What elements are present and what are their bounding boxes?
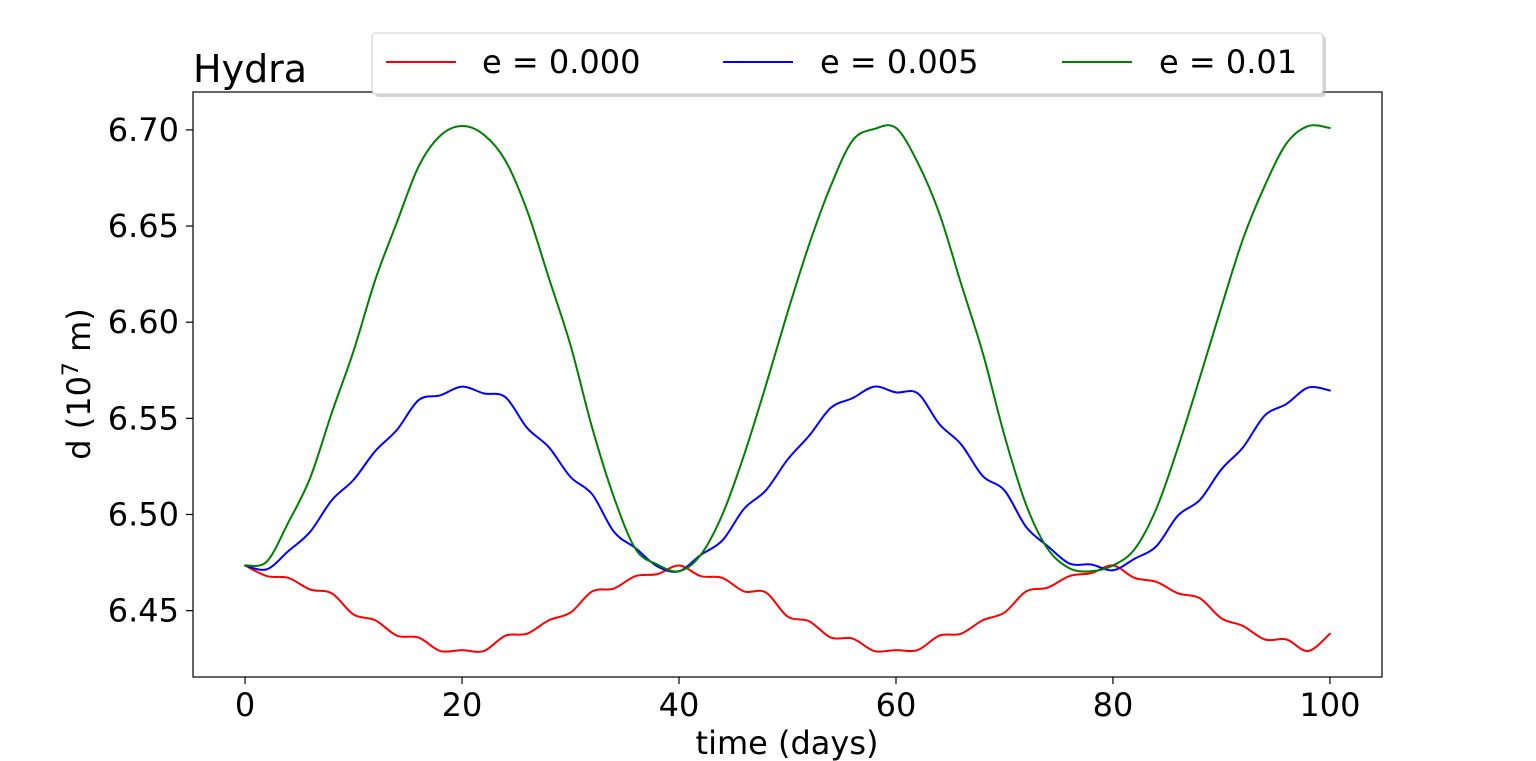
x-tick-label: 20 bbox=[442, 686, 483, 724]
legend-label-e-0-000: e = 0.000 bbox=[482, 43, 640, 81]
y-axis-label-prefix: d (10 bbox=[60, 376, 98, 460]
x-axis-label: time (days) bbox=[696, 724, 879, 761]
y-tick-label: 6.50 bbox=[108, 496, 179, 534]
x-tick-label: 80 bbox=[1093, 686, 1134, 724]
x-tick-label: 100 bbox=[1299, 686, 1360, 724]
legend-box bbox=[371, 32, 1324, 95]
legend-label-e-0-005: e = 0.005 bbox=[820, 43, 978, 81]
legend: e = 0.000 e = 0.005 e = 0.01 bbox=[371, 32, 1326, 97]
y-tick-label: 6.70 bbox=[108, 111, 179, 149]
series-layer bbox=[244, 124, 1331, 653]
series-line-e-0-005 bbox=[244, 385, 1331, 573]
ticks-layer: 0 20 40 60 80 100 6.45 6.50 6.55 6.60 6.65 6.70 bbox=[108, 111, 1361, 724]
y-axis-label-exponent: 7 bbox=[59, 362, 84, 376]
x-tick-label: 60 bbox=[876, 686, 917, 724]
y-tick-label: 6.45 bbox=[108, 592, 179, 630]
y-axis-label-suffix: m) bbox=[60, 308, 98, 362]
y-tick-label: 6.65 bbox=[108, 207, 179, 245]
legend-label-e-0-01: e = 0.01 bbox=[1159, 43, 1297, 81]
series-line-e-0-01 bbox=[244, 124, 1331, 573]
y-tick-label: 6.55 bbox=[108, 399, 179, 437]
x-tick-label: 0 bbox=[235, 686, 255, 724]
series-line-e-0-000 bbox=[244, 564, 1331, 653]
y-tick-label: 6.60 bbox=[108, 303, 179, 341]
y-axis-label: d (107 m) bbox=[59, 308, 99, 460]
x-tick-label: 40 bbox=[659, 686, 700, 724]
chart-title: Hydra bbox=[193, 47, 307, 91]
